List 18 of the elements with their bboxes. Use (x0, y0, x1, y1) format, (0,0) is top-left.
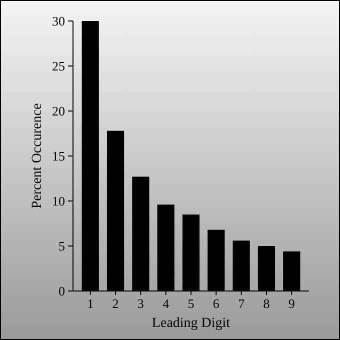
y-tick-label: 30 (52, 14, 65, 29)
y-tick-label: 15 (52, 148, 65, 164)
x-tick-label: 5 (188, 296, 194, 311)
x-tick-label: 1 (87, 296, 94, 311)
y-tick-label: 25 (52, 58, 65, 74)
x-tick-label: 9 (288, 296, 295, 311)
x-tick-label: 4 (162, 296, 170, 311)
y-axis-title: Percent Occurence (30, 103, 45, 209)
y-tick-label: 5 (58, 238, 65, 254)
x-tick-label: 8 (263, 296, 270, 311)
x-tick-label: 6 (212, 296, 220, 311)
x-tick-label: 3 (137, 296, 144, 311)
x-axis-title: Leading Digit (152, 316, 230, 331)
y-tick-label: 10 (52, 194, 65, 209)
x-tick-label: 2 (112, 296, 119, 311)
y-tick-label: 0 (58, 284, 65, 299)
x-tick-label: 7 (238, 296, 246, 311)
y-tick-label: 20 (52, 104, 65, 119)
